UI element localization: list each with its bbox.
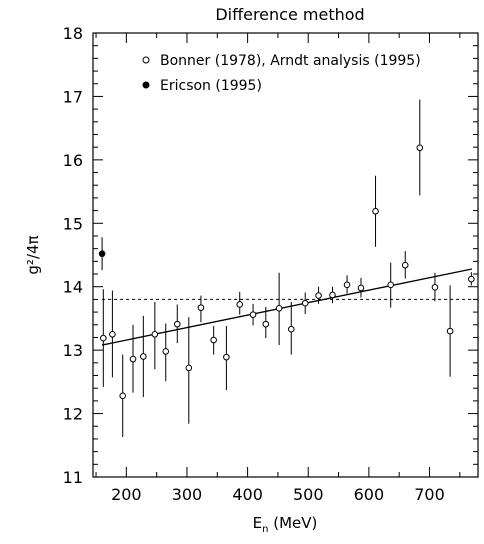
data-point xyxy=(401,251,409,279)
open-marker xyxy=(223,353,230,361)
open-marker xyxy=(236,301,244,308)
x-tick-label: 200 xyxy=(111,485,142,504)
open-marker xyxy=(173,320,181,328)
y-tick-label: 15 xyxy=(63,214,83,233)
open-marker xyxy=(151,330,159,338)
x-axis-label: En (MeV) xyxy=(253,514,318,535)
open-marker xyxy=(197,304,205,311)
open-marker xyxy=(387,281,394,289)
data-point xyxy=(315,286,322,304)
y-tick-label: 16 xyxy=(63,151,83,170)
open-marker xyxy=(301,299,309,307)
fit-line-path xyxy=(101,268,473,346)
open-marker xyxy=(129,355,137,363)
x-tick-label: 500 xyxy=(293,485,324,504)
open-marker xyxy=(468,275,475,283)
open-marker xyxy=(109,330,116,338)
open-marker xyxy=(431,284,439,291)
data-points xyxy=(98,99,475,438)
data-point xyxy=(372,175,379,247)
fit-line xyxy=(101,268,473,346)
y-tick-label: 11 xyxy=(63,468,83,487)
y-tick-label: 12 xyxy=(63,405,83,424)
x-axis: 200 300 400 500 600 700 xyxy=(95,33,461,504)
data-point xyxy=(329,286,336,304)
data-point xyxy=(301,292,309,314)
y-tick-label: 13 xyxy=(63,341,83,360)
open-marker xyxy=(100,334,107,342)
data-point xyxy=(100,289,107,387)
open-marker xyxy=(162,348,170,355)
data-point xyxy=(197,295,205,323)
open-marker xyxy=(343,281,351,289)
filled-marker xyxy=(98,250,106,258)
x-tick-label: 400 xyxy=(232,485,263,504)
open-marker xyxy=(401,261,409,269)
y-tick-label: 17 xyxy=(63,87,83,106)
data-point xyxy=(173,304,181,344)
open-marker xyxy=(446,327,454,335)
x-tick-label: 700 xyxy=(414,485,445,504)
open-marker xyxy=(372,207,379,215)
y-tick-label: 18 xyxy=(63,24,83,43)
data-point xyxy=(151,301,159,370)
open-marker xyxy=(275,304,283,312)
data-point xyxy=(98,237,106,271)
data-point xyxy=(431,272,439,302)
legend-marker-open-circle xyxy=(142,56,150,64)
data-point xyxy=(416,99,424,196)
data-point xyxy=(210,326,217,355)
open-marker xyxy=(416,144,424,152)
data-point xyxy=(343,275,351,294)
data-point xyxy=(275,272,283,346)
y-axis: 11 12 13 14 15 16 17 18 xyxy=(63,24,478,487)
open-marker xyxy=(249,311,257,318)
x-axis-label-unit: (MeV) xyxy=(268,514,317,532)
data-point xyxy=(446,285,454,377)
open-marker xyxy=(357,284,365,292)
data-point xyxy=(129,324,137,393)
y-tick-label: 14 xyxy=(63,278,83,297)
open-marker xyxy=(119,392,127,400)
data-point xyxy=(185,317,193,424)
plot-frame xyxy=(92,32,479,478)
open-marker xyxy=(262,320,270,328)
open-marker xyxy=(329,291,336,299)
open-marker xyxy=(287,325,295,333)
x-tick-label: 300 xyxy=(172,485,203,504)
legend: Bonner (1978), Arndt analysis (1995) Eri… xyxy=(142,53,421,94)
x-tick-label: 600 xyxy=(354,485,385,504)
data-point xyxy=(236,291,244,315)
data-point xyxy=(140,315,147,398)
data-point xyxy=(249,303,257,326)
data-point xyxy=(223,326,230,391)
open-marker xyxy=(210,336,217,344)
data-point xyxy=(387,262,394,308)
data-point xyxy=(468,272,475,286)
data-point xyxy=(119,354,127,438)
y-axis-label: g²/4π xyxy=(24,235,42,274)
open-marker xyxy=(140,353,147,360)
open-marker xyxy=(185,364,193,372)
data-point xyxy=(162,323,170,382)
data-point xyxy=(287,301,295,355)
data-point xyxy=(109,290,116,378)
legend-label-ericson: Ericson (1995) xyxy=(160,78,262,94)
chart-title: Difference method xyxy=(215,5,364,24)
data-point xyxy=(262,307,270,339)
data-point xyxy=(357,277,365,298)
legend-marker-filled-circle xyxy=(142,81,150,89)
x-axis-label-sub: n xyxy=(262,524,268,535)
x-axis-label-main: E xyxy=(253,514,262,532)
legend-label-bonner: Bonner (1978), Arndt analysis (1995) xyxy=(160,53,421,69)
open-marker xyxy=(315,292,322,299)
